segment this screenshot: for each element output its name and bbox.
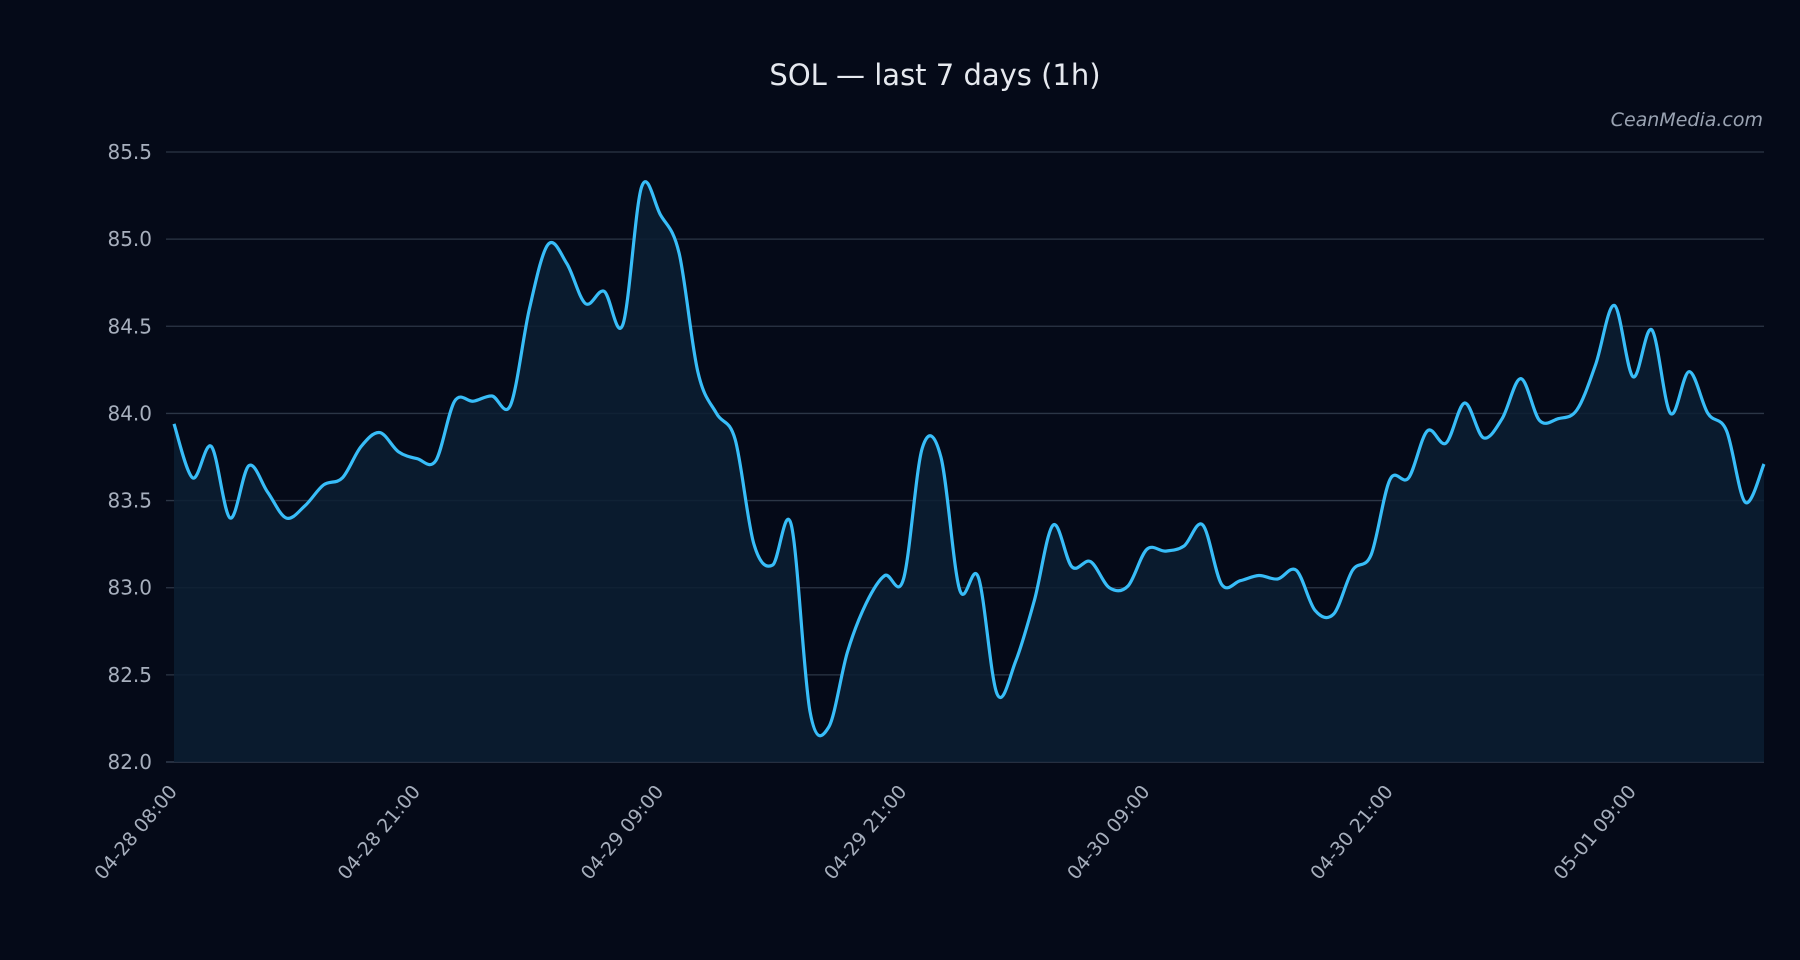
y-tick-label: 84.0 (107, 401, 152, 425)
x-tick-label: 05-01 09:00 (1549, 781, 1640, 884)
watermark: CeanMedia.com (1611, 109, 1763, 131)
y-axis: 82.0 82.5 83.0 83.5 84.0 84.5 85.0 85.5 (107, 140, 152, 774)
x-tick-label: 04-29 09:00 (577, 781, 668, 884)
y-tick-label: 82.5 (107, 663, 152, 687)
y-tick-label: 83.0 (107, 576, 152, 600)
x-tick-label: 04-28 21:00 (334, 781, 425, 884)
x-tick-label: 04-29 21:00 (820, 781, 911, 884)
y-tick-label: 85.5 (107, 140, 152, 164)
x-tick-label: 04-30 21:00 (1306, 781, 1397, 884)
price-area-fill (174, 181, 1764, 763)
price-line (172, 180, 1766, 738)
x-axis: 04-28 08:00 04-28 21:00 04-29 09:00 04-29 2… (90, 781, 1640, 884)
x-tick-label: 04-30 09:00 (1063, 781, 1154, 884)
x-tick-label: 04-28 08:00 (90, 781, 181, 884)
y-tick-label: 85.0 (107, 227, 152, 251)
chart-title: SOL — last 7 days (1h) (769, 58, 1100, 92)
y-tick-label: 82.0 (107, 750, 152, 774)
y-tick-label: 83.5 (107, 489, 152, 513)
y-tick-label: 84.5 (107, 314, 152, 338)
